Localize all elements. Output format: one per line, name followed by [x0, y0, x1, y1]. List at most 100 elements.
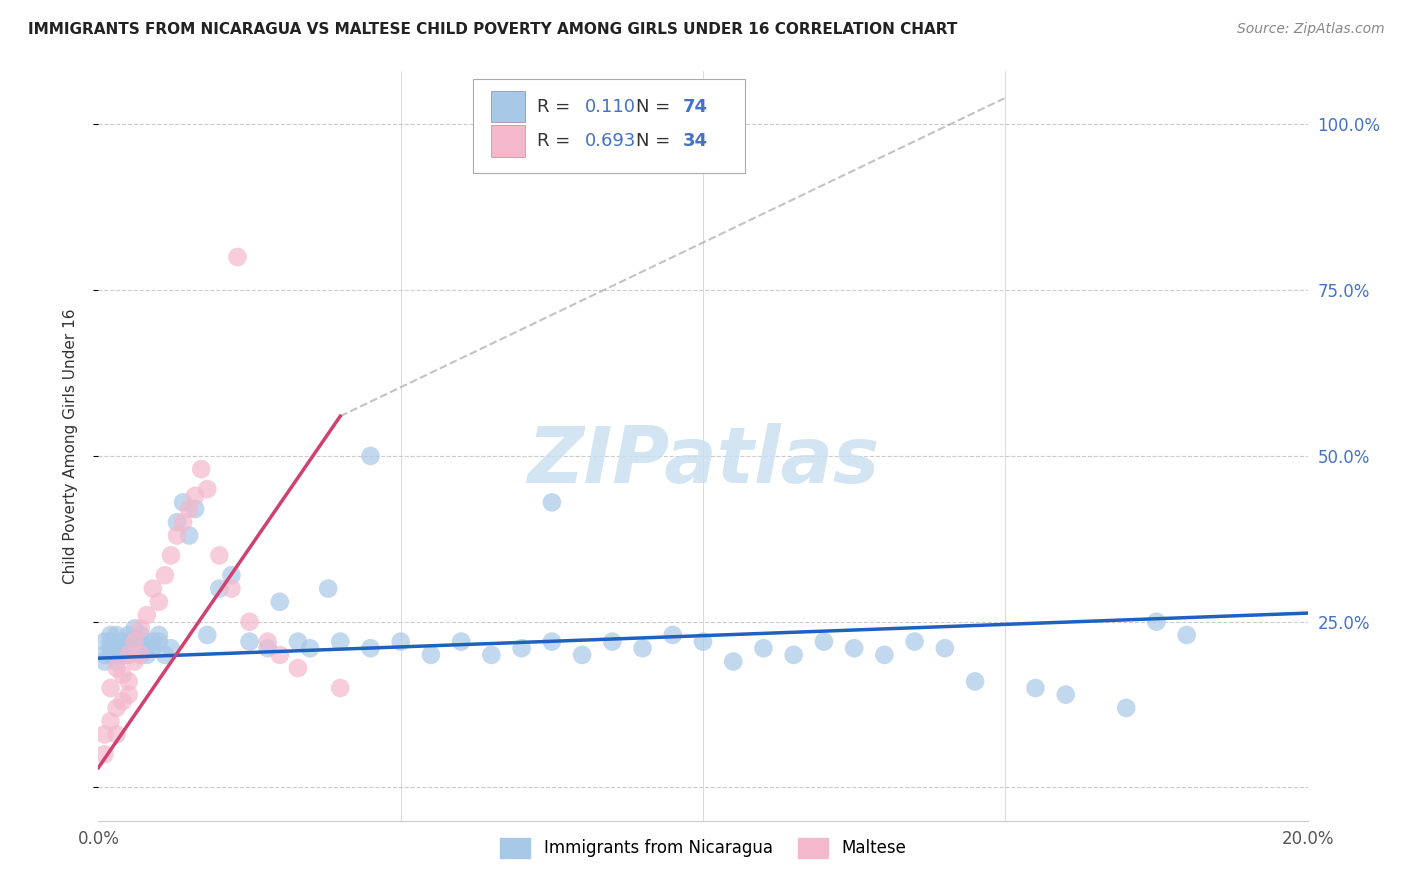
Text: N =: N =: [637, 132, 676, 150]
Point: [179, 502, 201, 516]
Point: [316, 582, 339, 596]
Point: [481, 648, 503, 662]
Point: [420, 648, 443, 662]
Point: [93, 634, 115, 648]
Point: [1144, 615, 1167, 629]
Point: [129, 628, 152, 642]
Point: [844, 641, 866, 656]
Point: [226, 250, 249, 264]
Point: [269, 648, 291, 662]
Point: [111, 648, 134, 662]
Y-axis label: Child Poverty Among Girls Under 16: Child Poverty Among Girls Under 16: [63, 309, 77, 583]
Point: [118, 648, 141, 662]
Point: [965, 674, 987, 689]
Point: [692, 634, 714, 648]
Point: [172, 495, 194, 509]
Point: [93, 648, 115, 662]
Point: [124, 655, 146, 669]
Text: IMMIGRANTS FROM NICARAGUA VS MALTESE CHILD POVERTY AMONG GIRLS UNDER 16 CORRELAT: IMMIGRANTS FROM NICARAGUA VS MALTESE CHI…: [28, 22, 957, 37]
Point: [142, 582, 165, 596]
Point: [118, 674, 141, 689]
Point: [752, 641, 775, 656]
Point: [239, 634, 262, 648]
Point: [129, 621, 152, 635]
Point: [105, 628, 128, 642]
Point: [160, 641, 183, 656]
Point: [184, 502, 207, 516]
Point: [813, 634, 835, 648]
Point: [124, 634, 146, 648]
Point: [571, 648, 593, 662]
Point: [256, 634, 278, 648]
Point: [111, 694, 134, 708]
Text: R =: R =: [537, 132, 576, 150]
Point: [111, 641, 134, 656]
Text: 34: 34: [682, 132, 707, 150]
Point: [329, 681, 352, 695]
Point: [540, 634, 562, 648]
Point: [129, 648, 152, 662]
Text: R =: R =: [537, 97, 576, 116]
Point: [93, 727, 115, 741]
Point: [783, 648, 806, 662]
Point: [166, 528, 188, 542]
Point: [135, 641, 157, 656]
Point: [540, 495, 562, 509]
Point: [1024, 681, 1046, 695]
Point: [221, 582, 243, 596]
Point: [195, 482, 218, 496]
Point: [1175, 628, 1198, 642]
Point: [184, 489, 207, 503]
Text: Source: ZipAtlas.com: Source: ZipAtlas.com: [1237, 22, 1385, 37]
Point: [873, 648, 896, 662]
Text: 0.693: 0.693: [585, 132, 636, 150]
Point: [195, 628, 218, 642]
Point: [100, 641, 122, 656]
Point: [135, 648, 157, 662]
Point: [105, 648, 128, 662]
Point: [142, 641, 165, 656]
Point: [129, 634, 152, 648]
Point: [105, 701, 128, 715]
Point: [602, 634, 624, 648]
Point: [450, 634, 472, 648]
Point: [124, 641, 146, 656]
Point: [360, 641, 382, 656]
Point: [100, 634, 122, 648]
Text: N =: N =: [637, 97, 676, 116]
Point: [389, 634, 412, 648]
Point: [256, 641, 278, 656]
Point: [124, 621, 146, 635]
Point: [221, 568, 243, 582]
Point: [148, 634, 170, 648]
Point: [142, 634, 165, 648]
Point: [118, 648, 141, 662]
Point: [287, 634, 309, 648]
Point: [160, 549, 183, 563]
Point: [93, 655, 115, 669]
Point: [118, 688, 141, 702]
Point: [329, 634, 352, 648]
Point: [172, 515, 194, 529]
Point: [100, 648, 122, 662]
Point: [1054, 688, 1077, 702]
Point: [179, 528, 201, 542]
Point: [723, 655, 745, 669]
Point: [100, 714, 122, 728]
Point: [118, 641, 141, 656]
Point: [239, 615, 262, 629]
Point: [93, 747, 115, 762]
Point: [100, 681, 122, 695]
Text: 0.110: 0.110: [585, 97, 636, 116]
Point: [111, 667, 134, 681]
Point: [1115, 701, 1137, 715]
Text: 74: 74: [682, 97, 707, 116]
Point: [299, 641, 322, 656]
Point: [124, 634, 146, 648]
Point: [148, 595, 170, 609]
FancyBboxPatch shape: [492, 125, 526, 157]
Point: [934, 641, 956, 656]
Point: [105, 641, 128, 656]
Point: [105, 727, 128, 741]
Point: [269, 595, 291, 609]
